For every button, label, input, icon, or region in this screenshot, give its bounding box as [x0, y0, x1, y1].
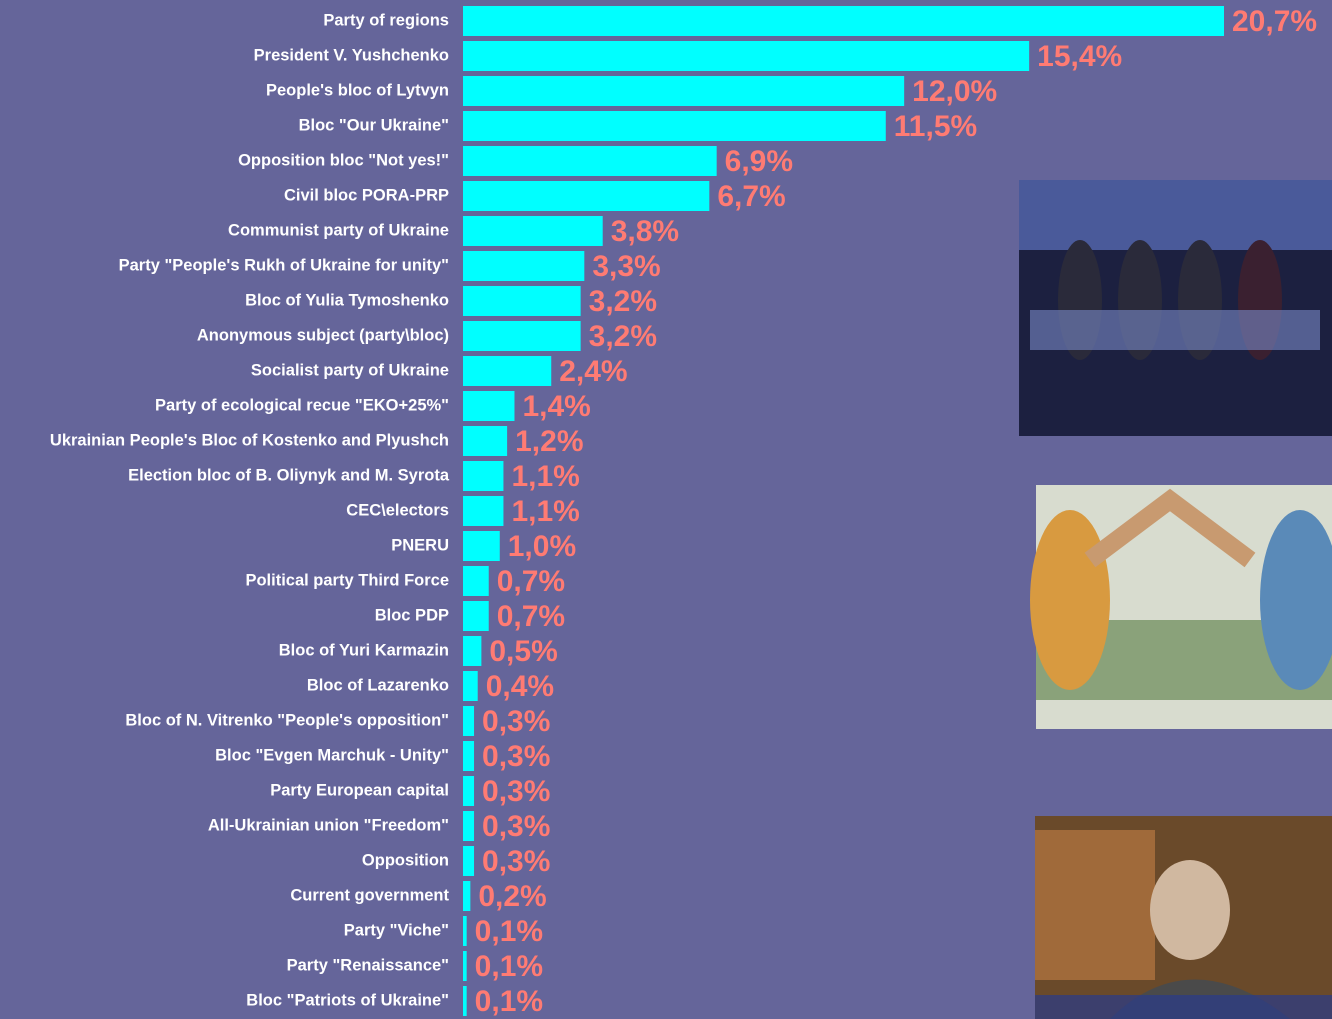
- category-label: Party of ecological recue "EKO+25%": [155, 396, 449, 414]
- value-label: 0,3%: [482, 775, 550, 808]
- category-label: Socialist party of Ukraine: [251, 361, 449, 379]
- category-label: Opposition bloc "Not yes!": [238, 151, 449, 169]
- value-label: 3,2%: [589, 285, 657, 318]
- value-label: 0,3%: [482, 810, 550, 843]
- bar: [463, 111, 886, 141]
- bar: [463, 146, 717, 176]
- category-label: Political party Third Force: [245, 571, 449, 589]
- bar: [463, 846, 474, 876]
- category-label: Bloc "Evgen Marchuk - Unity": [215, 746, 449, 764]
- bar: [463, 881, 470, 911]
- bar: [463, 916, 467, 946]
- value-label: 0,5%: [489, 635, 557, 668]
- bar: [463, 636, 481, 666]
- bar: [463, 811, 474, 841]
- bar: [463, 601, 489, 631]
- value-label: 0,1%: [475, 915, 543, 948]
- category-label: Party "Viche": [344, 921, 449, 939]
- category-label: Party "People's Rukh of Ukraine for unit…: [119, 256, 449, 274]
- category-label: Bloc "Our Ukraine": [299, 116, 449, 134]
- category-label: CEC\electors: [346, 501, 449, 519]
- value-label: 3,3%: [592, 250, 660, 283]
- value-label: 1,2%: [515, 425, 583, 458]
- category-label: Party European capital: [270, 781, 449, 799]
- value-label: 0,3%: [482, 740, 550, 773]
- value-label: 12,0%: [912, 75, 997, 108]
- category-label: Civil bloc PORA-PRP: [284, 186, 449, 204]
- category-label: Anonymous subject (party\bloc): [197, 326, 449, 344]
- value-label: 0,7%: [497, 565, 565, 598]
- bar: [463, 216, 603, 246]
- chart: Party of regions 20,7% President V. Yushch…: [0, 0, 1332, 1019]
- category-label: PNERU: [391, 536, 449, 554]
- value-label: 0,3%: [482, 845, 550, 878]
- value-label: 6,7%: [717, 180, 785, 213]
- bar: [463, 496, 503, 526]
- value-label: 0,7%: [497, 600, 565, 633]
- bar: [463, 251, 584, 281]
- bar: [463, 531, 500, 561]
- bar: [463, 321, 581, 351]
- bar: [463, 706, 474, 736]
- category-label: Opposition: [362, 851, 449, 869]
- value-label: 20,7%: [1232, 5, 1317, 38]
- bar: [463, 741, 474, 771]
- value-label: 15,4%: [1037, 40, 1122, 73]
- category-label: Bloc PDP: [375, 606, 449, 624]
- category-label: President V. Yushchenko: [254, 46, 449, 64]
- bar: [463, 426, 507, 456]
- photo: [1030, 485, 1332, 729]
- value-label: 11,5%: [894, 110, 977, 143]
- category-label: All-Ukrainian union "Freedom": [208, 816, 449, 834]
- value-label: 1,0%: [508, 530, 576, 563]
- bar: [463, 356, 551, 386]
- category-label: Bloc "Patriots of Ukraine": [246, 991, 449, 1009]
- bar: [463, 41, 1029, 71]
- category-label: Party "Renaissance": [287, 956, 449, 974]
- category-label: Ukrainian People's Bloc of Kostenko and …: [50, 431, 449, 449]
- bar: [463, 286, 581, 316]
- value-label: 0,3%: [482, 705, 550, 738]
- category-label: Election bloc of B. Oliynyk and M. Syrot…: [128, 466, 450, 484]
- bar: [463, 461, 503, 491]
- bar: [463, 986, 467, 1016]
- photo: [1035, 816, 1332, 1019]
- category-label: Bloc of Lazarenko: [307, 676, 449, 694]
- category-label: Current government: [290, 886, 449, 904]
- category-label: People's bloc of Lytvyn: [266, 81, 449, 99]
- bar: [463, 951, 467, 981]
- value-label: 0,2%: [478, 880, 546, 913]
- bar: [463, 566, 489, 596]
- bar: [463, 76, 904, 106]
- category-label: Party of regions: [323, 11, 449, 29]
- value-label: 0,1%: [475, 985, 543, 1018]
- bar: [463, 776, 474, 806]
- category-label: Bloc of Yulia Tymoshenko: [245, 291, 449, 309]
- value-label: 0,1%: [475, 950, 543, 983]
- category-label: Communist party of Ukraine: [228, 221, 449, 239]
- category-label: Bloc of N. Vitrenko "People's opposition…: [125, 711, 449, 729]
- value-label: 1,4%: [522, 390, 590, 423]
- value-label: 1,1%: [511, 460, 579, 493]
- value-label: 1,1%: [511, 495, 579, 528]
- category-label: Bloc of Yuri Karmazin: [279, 641, 449, 659]
- bar: [463, 671, 478, 701]
- photo: [1019, 180, 1332, 436]
- bar: [463, 181, 709, 211]
- value-label: 3,2%: [589, 320, 657, 353]
- bar: [463, 6, 1224, 36]
- bar: [463, 391, 514, 421]
- value-label: 2,4%: [559, 355, 627, 388]
- value-label: 6,9%: [725, 145, 793, 178]
- value-label: 0,4%: [486, 670, 554, 703]
- value-label: 3,8%: [611, 215, 679, 248]
